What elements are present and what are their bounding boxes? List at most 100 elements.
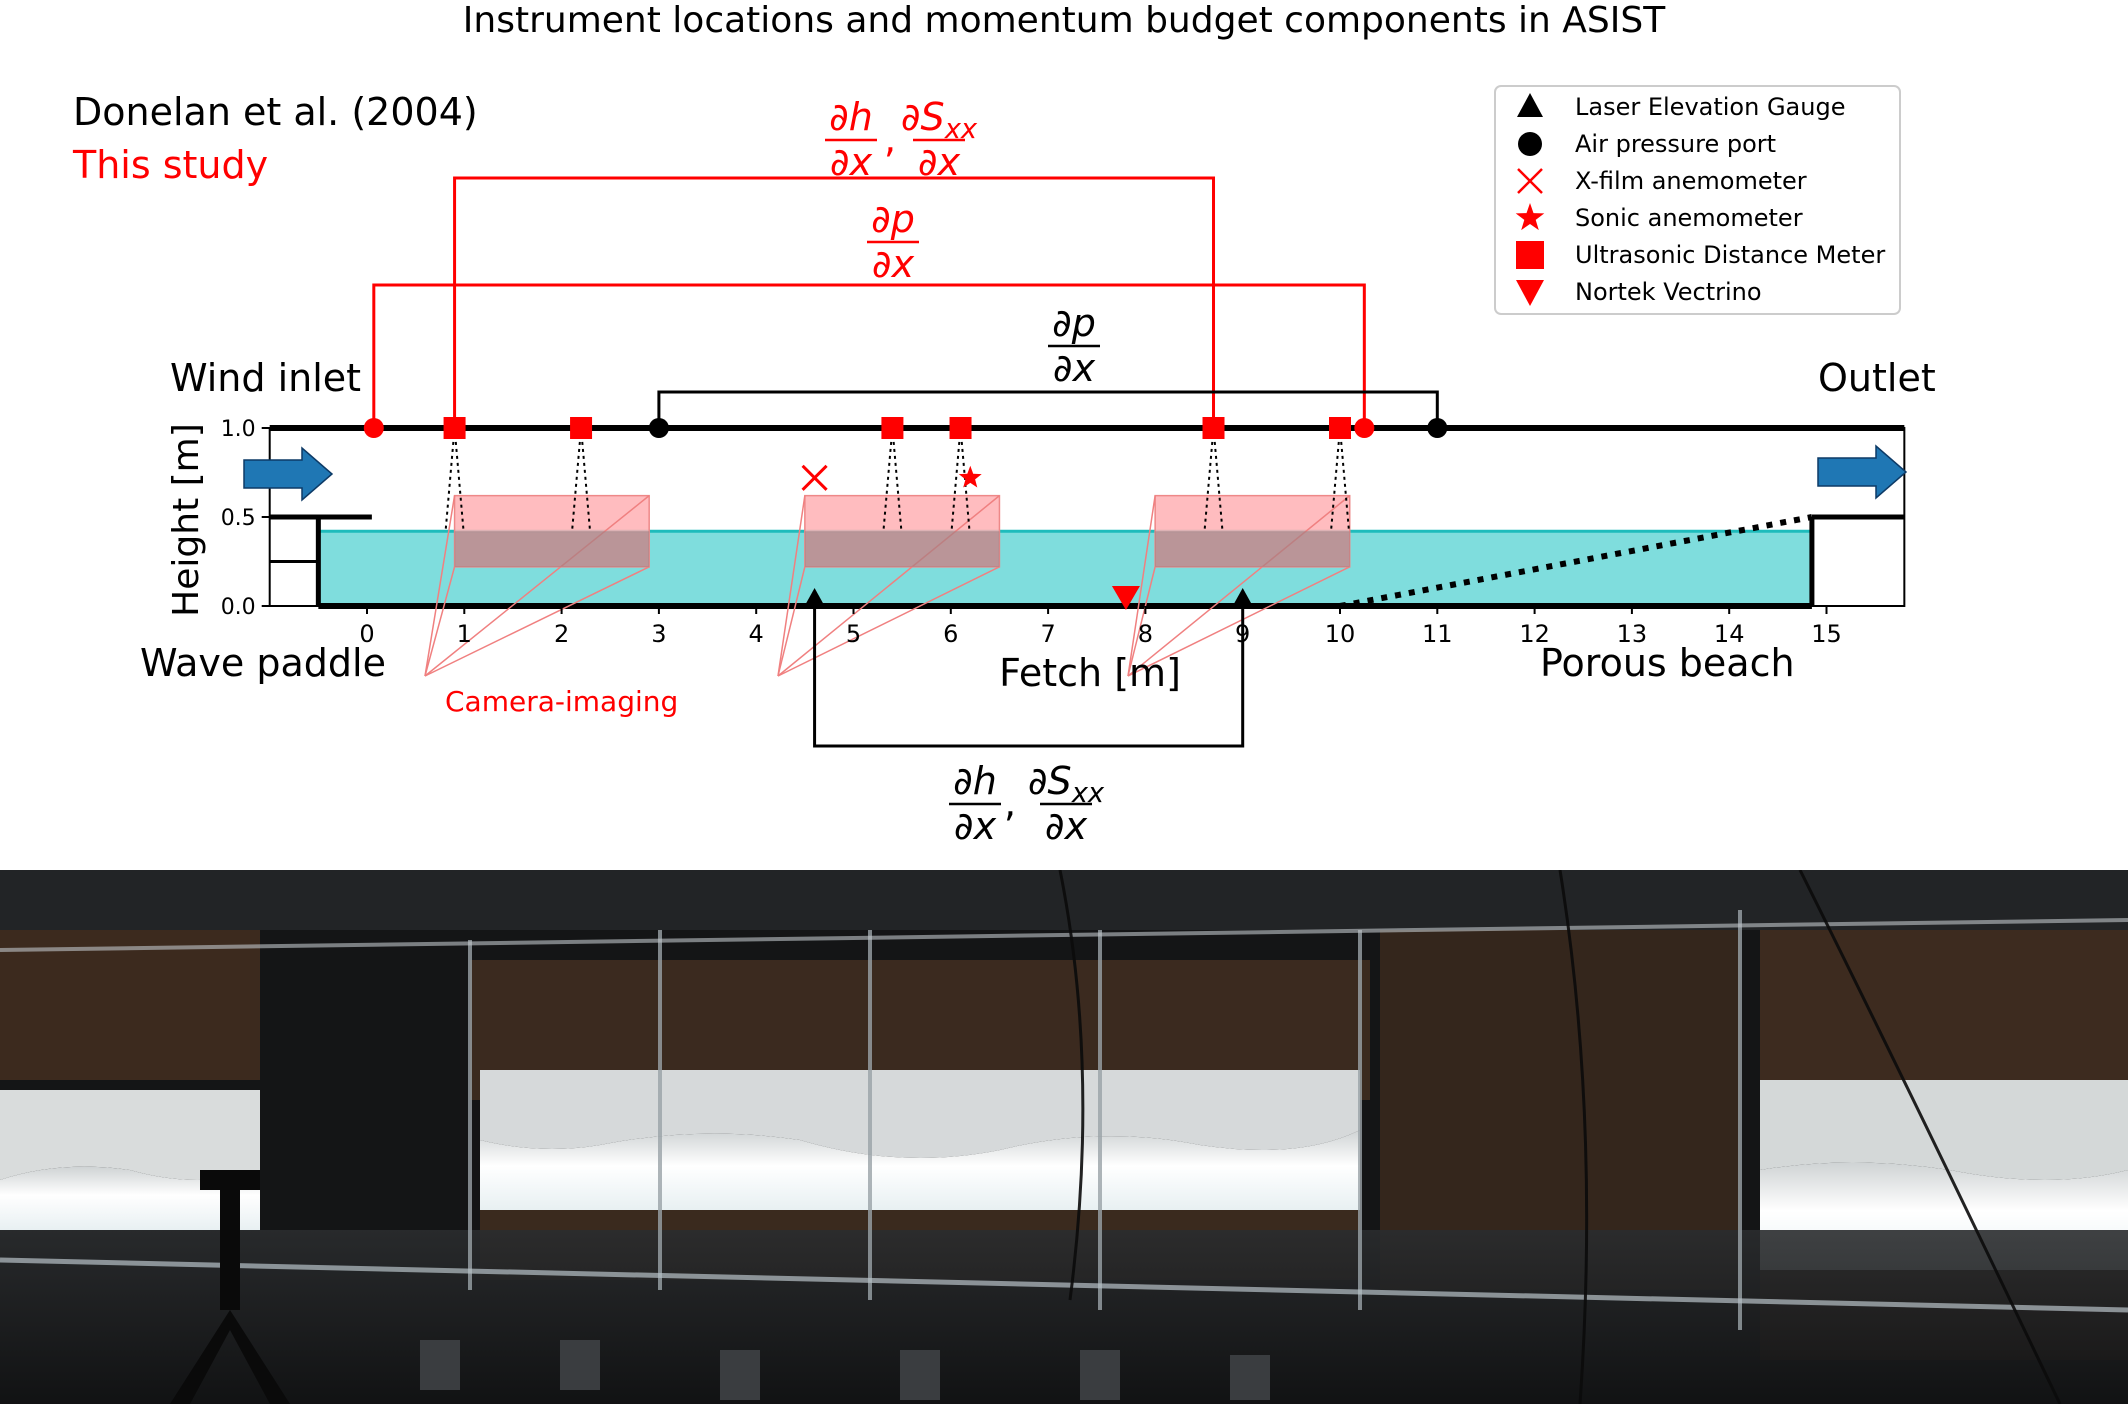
red-dp-dx-numerator: ∂p: [871, 197, 915, 241]
ultrasonic-meter-marker: [1202, 417, 1225, 439]
legend-label: Nortek Vectrino: [1575, 278, 1762, 306]
bracket-red-dh-dSxx: [453, 176, 1216, 428]
camera-view-line: [1127, 566, 1351, 677]
legend-marker-square: [1516, 241, 1544, 269]
source-donelan-label: Donelan et al. (2004): [73, 90, 478, 134]
y-tick-label: 0.5: [221, 506, 256, 531]
red-comma: ,: [884, 117, 896, 161]
x-tick-label: 8: [1138, 620, 1153, 648]
ultrasonic-beam: [571, 427, 583, 532]
legend-marker-circle: [1518, 132, 1542, 156]
x-tick-label: 12: [1519, 620, 1550, 648]
ultrasonic-beam: [444, 427, 456, 532]
x-tick-label: 9: [1235, 620, 1250, 648]
black-dp-dx: ∂p∂x: [1048, 301, 1100, 390]
black-dp-dx-numerator: ∂p: [1052, 301, 1096, 345]
red-dp-dx-denominator: ∂x: [872, 242, 915, 286]
x-tick-label: 0: [359, 620, 374, 648]
ultrasonic-beam: [1212, 427, 1224, 532]
ultrasonic-beam: [1339, 427, 1350, 532]
tank-diagram: Instrument locations and momentum budget…: [72, 0, 1936, 848]
x-tick-label: 1: [457, 620, 472, 648]
legend-marker-triangle-down: [1516, 280, 1544, 306]
bracket-black-dh-dSxx: [813, 606, 1245, 748]
air-pressure-port-marker: [648, 418, 669, 438]
legend-marker-star: [1515, 203, 1545, 231]
black-dSxx-dx-numerator: ∂Sxx: [1028, 759, 1105, 809]
camera-water-overlap: [454, 531, 650, 567]
red-dh-dx: ∂h∂x: [825, 95, 877, 184]
x-tick-label: 6: [943, 620, 958, 648]
figure-title: Instrument locations and momentum budget…: [463, 0, 1666, 41]
black-comma: ,: [1004, 781, 1016, 825]
air-pressure-port-marker: [363, 418, 384, 438]
bracket-red-dp: [372, 283, 1366, 428]
ultrasonic-beam: [882, 427, 894, 532]
camera-imaging-label: Camera-imaging: [445, 685, 678, 718]
legend-label: Ultrasonic Distance Meter: [1575, 241, 1885, 269]
ultrasonic-beam: [950, 427, 962, 532]
legend-marker-x: [1517, 168, 1543, 194]
ultrasonic-meter-marker: [881, 417, 904, 439]
ultrasonic-meter-marker: [443, 417, 466, 439]
black-dSxx-dx-denominator: ∂x: [1045, 804, 1088, 848]
legend-label: Laser Elevation Gauge: [1575, 93, 1845, 121]
bracket-black-dp: [657, 390, 1439, 428]
ultrasonic-beam: [891, 427, 903, 532]
black-dh-dx: ∂h∂x: [949, 759, 1001, 848]
camera-view-line: [777, 566, 806, 677]
legend-marker-triangle-up: [1517, 93, 1543, 117]
x-tick-label: 14: [1714, 620, 1745, 648]
camera-view-line: [777, 495, 806, 677]
x-tick-label: 5: [846, 620, 861, 648]
x-tick-label: 7: [1040, 620, 1055, 648]
camera-water-overlap: [804, 531, 1000, 567]
ultrasonic-meter-marker: [570, 417, 593, 439]
x-tick-label: 11: [1422, 620, 1453, 648]
camera-view-line: [424, 495, 650, 677]
wind-inlet-label: Wind inlet: [170, 356, 361, 400]
camera-view-line: [424, 566, 456, 677]
black-dp-dx-denominator: ∂x: [1053, 346, 1096, 390]
x-tick-label: 10: [1325, 620, 1356, 648]
legend: Laser Elevation Gauge Air pressure port X-…: [1494, 85, 1901, 315]
outlet-label: Outlet: [1818, 356, 1936, 400]
ultrasonic-beam: [1203, 427, 1215, 532]
y-tick-label: 0.0: [221, 595, 256, 620]
legend-frame: [1494, 85, 1901, 315]
x-tick-label: 15: [1811, 620, 1842, 648]
tank-photograph: [0, 870, 2128, 1404]
red-dh-dx-numerator: ∂h: [829, 95, 873, 139]
y-tick-label: 1.0: [221, 417, 256, 442]
black-dh-dx-denominator: ∂x: [954, 804, 997, 848]
x-tick-label: 13: [1617, 620, 1648, 648]
ultrasonic-beam: [453, 427, 465, 532]
red-dSxx-dx-denominator: ∂x: [918, 140, 961, 184]
sonic-anemometer-marker: [958, 465, 982, 488]
source-this-study-label: This study: [72, 143, 268, 187]
camera-water-overlap: [1155, 531, 1350, 567]
camera-view-line: [1127, 495, 1351, 677]
x-axis-label: Fetch [m]: [999, 651, 1181, 695]
porous-beach-slope: [1339, 514, 1813, 609]
red-dh-dx-denominator: ∂x: [830, 140, 873, 184]
nortek-vectrino-marker: [1111, 586, 1140, 610]
camera-view-line: [1127, 495, 1156, 677]
air-pressure-port-marker: [1354, 418, 1375, 438]
red-dSxx-dx-numerator: ∂Sxx: [901, 95, 978, 145]
legend-label: Sonic anemometer: [1575, 204, 1803, 232]
xfilm-anemometer-marker: [801, 464, 828, 491]
x-tick-label: 3: [651, 620, 666, 648]
ultrasonic-meter-marker: [1329, 417, 1351, 439]
legend-label: X-film anemometer: [1575, 167, 1807, 195]
red-dp-dx: ∂p∂x: [867, 197, 919, 286]
x-tick-label: 2: [554, 620, 569, 648]
laser-gauge-marker: [804, 588, 825, 606]
camera-view-line: [424, 566, 650, 677]
wind-outlet-arrow: [1817, 444, 1908, 500]
ultrasonic-beam: [959, 427, 971, 532]
air-pressure-port-marker: [1427, 418, 1448, 438]
legend-label: Air pressure port: [1575, 130, 1776, 158]
wind-inlet-arrow: [243, 446, 334, 502]
ultrasonic-beam: [1330, 427, 1341, 532]
